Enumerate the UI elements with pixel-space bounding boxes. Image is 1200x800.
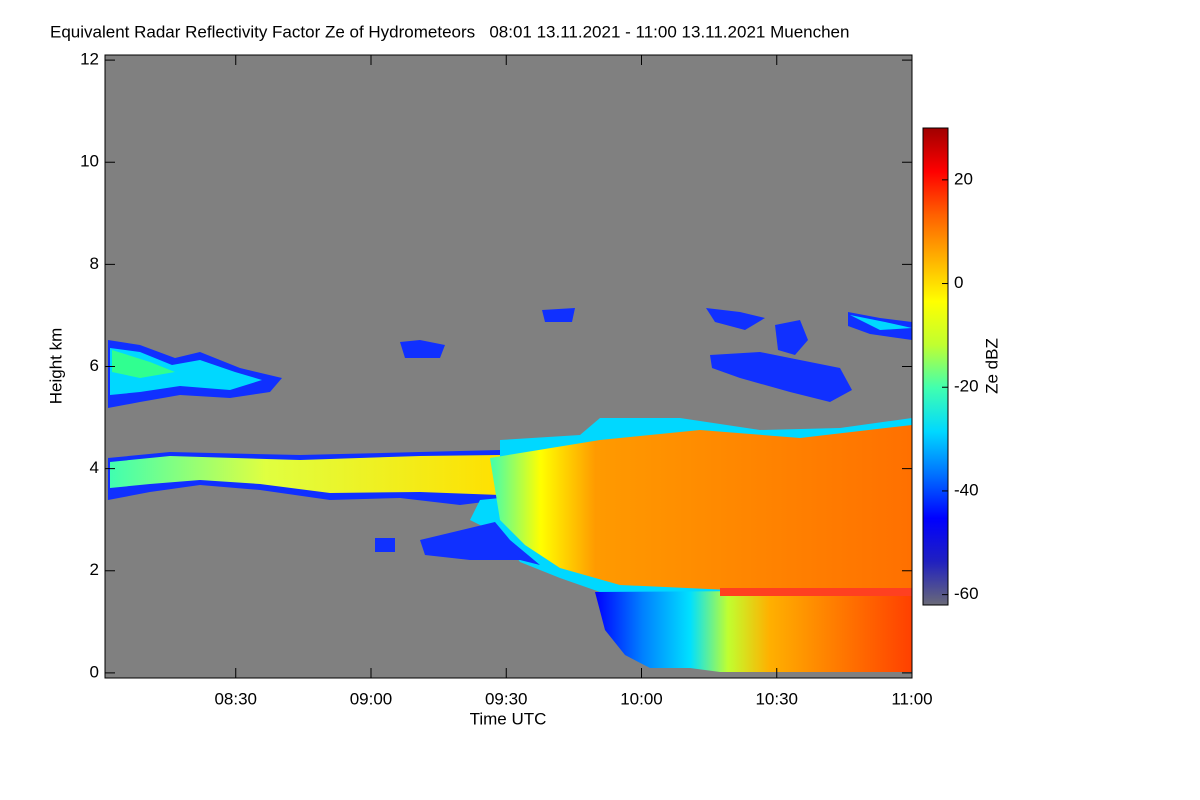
y-tick-label: 10 <box>80 152 99 171</box>
echo-region <box>110 348 262 395</box>
echo-region <box>775 320 808 355</box>
y-tick-label: 4 <box>90 458 99 477</box>
y-tick-label: 2 <box>90 560 99 579</box>
chart-title: Equivalent Radar Reflectivity Factor Ze … <box>50 22 849 41</box>
colorbar-tick-label: -40 <box>954 480 979 499</box>
colorbar-tick-label: -20 <box>954 377 979 396</box>
x-axis-label: Time UTC <box>470 709 547 728</box>
echo-region <box>112 350 175 378</box>
x-tick-label: 08:30 <box>214 689 257 708</box>
echo-region <box>850 315 912 330</box>
y-tick-label: 12 <box>80 50 99 69</box>
echo-region <box>400 340 445 358</box>
x-tick-label: 10:00 <box>620 689 663 708</box>
echo-region <box>420 522 540 565</box>
y-tick-label: 0 <box>90 662 99 681</box>
echo-region <box>706 308 765 330</box>
echo-regions <box>108 308 912 672</box>
colorbar-tick-label: -60 <box>954 584 979 603</box>
y-tick-label: 6 <box>90 356 99 375</box>
echo-region <box>595 590 912 672</box>
echo-region <box>710 352 852 402</box>
y-axis-label: Height km <box>46 328 65 405</box>
x-tick-label: 11:00 <box>891 689 932 708</box>
echo-region <box>720 588 912 596</box>
echo-region <box>490 425 912 590</box>
colorbar-tick-label: 0 <box>954 273 963 292</box>
colorbar-label: Ze dBZ <box>982 338 1001 394</box>
echo-region <box>110 455 500 495</box>
x-tick-label: 09:30 <box>485 689 528 708</box>
echo-region <box>375 538 395 552</box>
echo-region <box>542 308 575 322</box>
x-tick-label: 09:00 <box>350 689 393 708</box>
x-tick-label: 10:30 <box>755 689 798 708</box>
colorbar-tick-label: 20 <box>954 169 973 188</box>
y-tick-label: 8 <box>90 254 99 273</box>
colorbar <box>922 127 949 606</box>
